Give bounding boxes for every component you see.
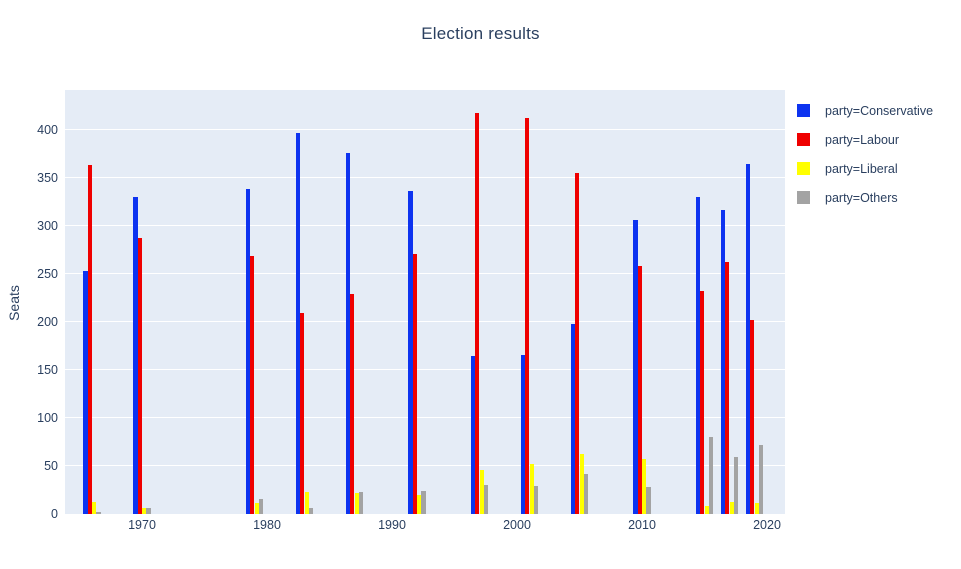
bar-liberal-2005[interactable] (579, 454, 584, 514)
x-tick-label: 2020 (753, 518, 781, 532)
bar-conservative-2015[interactable] (695, 197, 701, 514)
bar-others-1987[interactable] (358, 491, 364, 514)
bar-liberal-1997[interactable] (479, 469, 484, 514)
gridline (65, 417, 785, 418)
legend: party=Conservative party=Labour party=Libe… (797, 96, 957, 212)
legend-label: party=Conservative (825, 103, 934, 118)
bar-labour-1966[interactable] (87, 164, 92, 514)
bar-conservative-2005[interactable] (570, 323, 576, 514)
gridline (65, 321, 785, 322)
bar-others-1983[interactable] (308, 508, 314, 514)
y-tick-label: 100 (37, 411, 58, 425)
legend-swatch-icon (797, 133, 810, 146)
y-tick-label: 50 (44, 459, 58, 473)
bar-others-2015[interactable] (708, 437, 714, 514)
bar-labour-1987[interactable] (350, 294, 355, 514)
y-tick-label: 400 (37, 123, 58, 137)
gridline (65, 273, 785, 274)
bar-conservative-1966[interactable] (83, 271, 88, 514)
legend-swatch-icon (797, 104, 810, 117)
bar-labour-1970[interactable] (137, 237, 142, 514)
y-axis-ticks: 0 50 100 150 200 250 300 350 400 (0, 90, 58, 521)
bar-conservative-1970[interactable] (133, 197, 138, 514)
y-tick-label: 300 (37, 219, 58, 233)
bar-labour-2017[interactable] (725, 262, 730, 514)
legend-label: party=Others (825, 190, 898, 205)
legend-item-labour[interactable]: party=Labour (797, 125, 957, 154)
bar-liberal-1992[interactable] (417, 494, 422, 514)
bar-liberal-1970[interactable] (142, 508, 147, 514)
bar-labour-2001[interactable] (525, 118, 530, 514)
bar-conservative-1979[interactable] (245, 188, 251, 514)
legend-swatch-icon (797, 162, 810, 175)
bar-liberal-1979[interactable] (254, 503, 259, 514)
bar-labour-2010[interactable] (637, 266, 642, 514)
gridline (65, 225, 785, 226)
bar-others-2010[interactable] (646, 487, 651, 514)
bar-others-1979[interactable] (258, 498, 264, 514)
bar-others-1970[interactable] (146, 508, 151, 514)
y-tick-label: 200 (37, 315, 58, 329)
gridline (65, 369, 785, 370)
bar-others-1997[interactable] (483, 485, 489, 514)
bar-conservative-2001[interactable] (520, 354, 526, 514)
bar-labour-1979[interactable] (250, 255, 255, 514)
gridline (65, 177, 785, 178)
legend-item-conservative[interactable]: party=Conservative (797, 96, 957, 125)
gridline (65, 129, 785, 130)
bar-others-1966[interactable] (96, 512, 101, 514)
bar-liberal-2015[interactable] (704, 506, 709, 514)
bar-conservative-1997[interactable] (470, 355, 476, 514)
bar-others-2019[interactable] (758, 444, 764, 514)
bar-labour-1983[interactable] (300, 313, 305, 514)
bar-labour-2005[interactable] (575, 173, 580, 514)
y-tick-label: 250 (37, 267, 58, 281)
bar-conservative-1987[interactable] (345, 153, 351, 514)
bar-conservative-2017[interactable] (720, 209, 726, 514)
legend-swatch-icon (797, 191, 810, 204)
bar-liberal-1983[interactable] (304, 491, 309, 514)
bar-liberal-1987[interactable] (354, 492, 359, 514)
bar-conservative-2010[interactable] (633, 220, 638, 514)
bar-liberal-1966[interactable] (92, 502, 97, 514)
bar-others-2005[interactable] (583, 473, 589, 514)
legend-item-others[interactable]: party=Others (797, 183, 957, 212)
x-tick-label: 1990 (378, 518, 406, 532)
bar-conservative-1992[interactable] (408, 191, 413, 514)
bar-liberal-2010[interactable] (642, 459, 647, 514)
y-tick-label: 350 (37, 171, 58, 185)
gridline (65, 465, 785, 466)
bar-others-2017[interactable] (733, 457, 739, 514)
bar-labour-1997[interactable] (475, 112, 480, 514)
bar-liberal-2019[interactable] (754, 503, 759, 514)
y-tick-label: 150 (37, 363, 58, 377)
x-tick-label: 2010 (628, 518, 656, 532)
y-tick-label: 0 (51, 507, 58, 521)
bar-conservative-2019[interactable] (745, 163, 751, 514)
bar-conservative-1983[interactable] (295, 132, 301, 514)
x-tick-label: 2000 (503, 518, 531, 532)
plot-area[interactable] (65, 90, 785, 514)
bar-liberal-2001[interactable] (529, 464, 534, 514)
legend-label: party=Liberal (825, 161, 898, 176)
bar-liberal-2017[interactable] (729, 502, 734, 514)
bar-others-2001[interactable] (533, 486, 539, 514)
bar-labour-1992[interactable] (412, 253, 417, 514)
x-tick-label: 1970 (128, 518, 156, 532)
x-axis-ticks: 1970 1980 1990 2000 2010 2020 (65, 518, 785, 538)
bar-labour-2015[interactable] (700, 291, 705, 514)
bar-others-1992[interactable] (421, 490, 426, 514)
legend-label: party=Labour (825, 132, 900, 147)
x-tick-label: 1980 (253, 518, 281, 532)
bar-labour-2019[interactable] (750, 320, 755, 514)
chart-title: Election results (421, 24, 540, 43)
legend-item-liberal[interactable]: party=Liberal (797, 154, 957, 183)
